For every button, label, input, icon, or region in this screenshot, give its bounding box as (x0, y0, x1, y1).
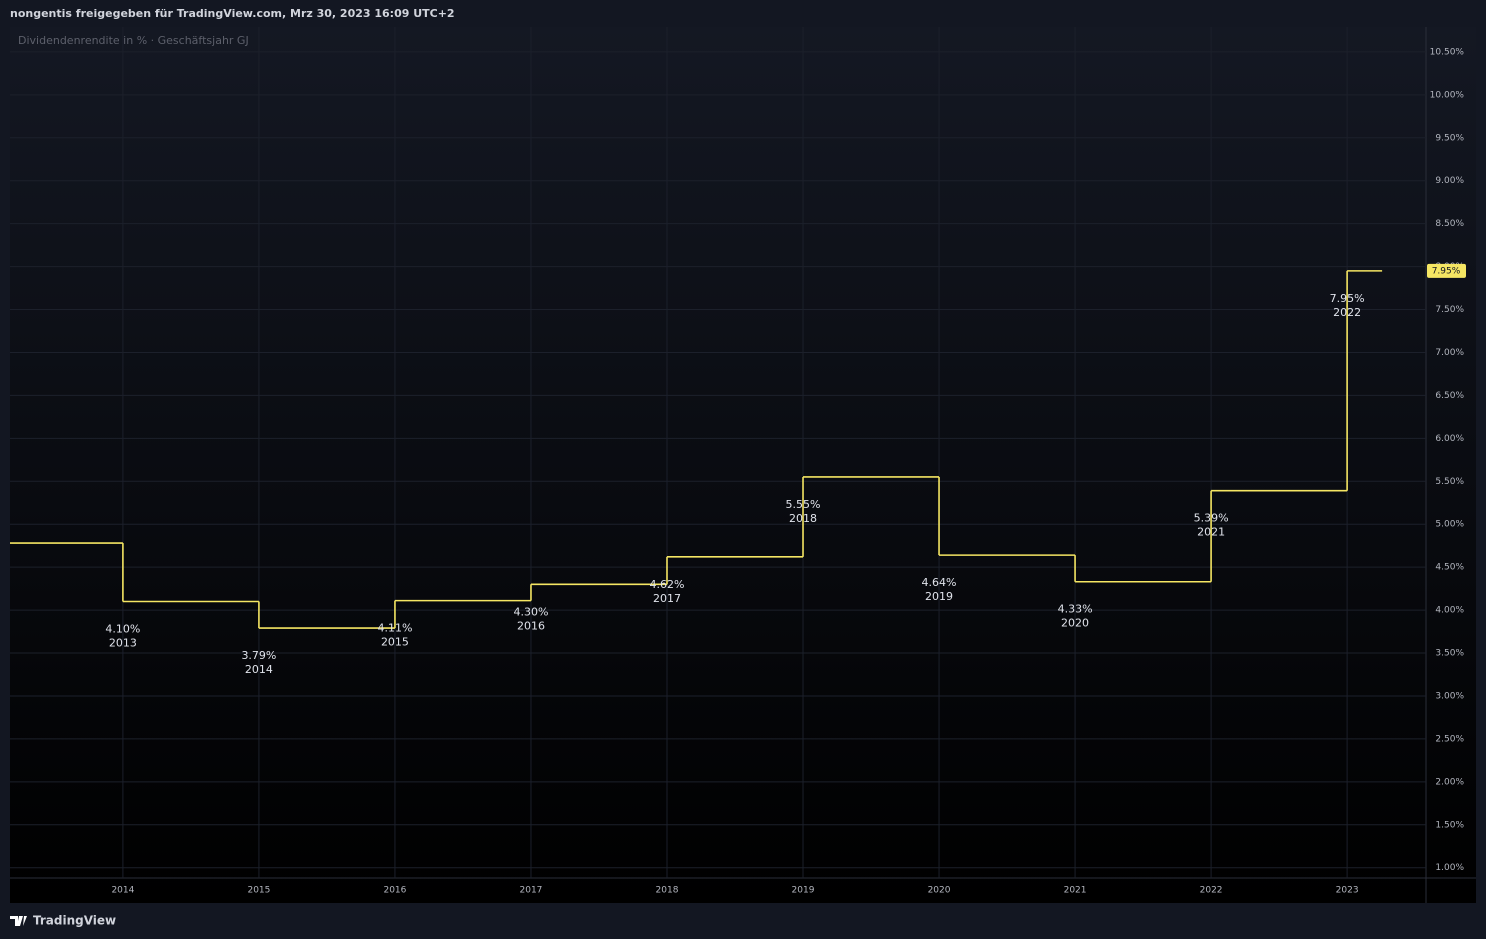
plot (10, 270, 1383, 629)
y-tick-label: 1.00% (1435, 863, 1464, 873)
y-tick-label: 2.50% (1435, 734, 1464, 744)
data-label-year: 2015 (381, 636, 409, 649)
grid (10, 27, 1426, 878)
x-tick-label: 2022 (1200, 886, 1223, 896)
y-tick-label: 4.00% (1435, 606, 1464, 616)
chart-panel (10, 27, 1476, 903)
y-tick-label: 8.50% (1435, 219, 1464, 229)
data-label: 4.33% (1058, 603, 1093, 616)
x-tick-label: 2014 (111, 886, 134, 896)
y-tick-label: 3.50% (1435, 649, 1464, 659)
y-tick-label: 6.00% (1435, 434, 1464, 444)
chart-title: Dividendenrendite in % · Geschäftsjahr G… (18, 34, 249, 47)
x-tick-label: 2017 (520, 886, 543, 896)
x-tick-label: 2023 (1336, 886, 1359, 896)
x-tick-label: 2019 (792, 886, 815, 896)
logo-icon (10, 916, 27, 926)
y-tick-label: 6.50% (1435, 391, 1464, 401)
labels: 1.00% 1.50% 2.00% 2.50% 3.00% 3.50% 4.00% 4.50%… (105, 47, 1466, 896)
y-tick-label: 2.00% (1435, 777, 1464, 787)
data-label: 4.11% (377, 622, 412, 635)
data-label: 4.64% (922, 576, 957, 589)
data-label-year: 2019 (925, 590, 953, 603)
data-label-year: 2022 (1333, 306, 1361, 319)
y-tick-label: 9.00% (1435, 176, 1464, 186)
data-label-year: 2013 (109, 636, 137, 649)
data-label: 3.79% (241, 649, 276, 662)
y-tick-label: 10.50% (1430, 47, 1465, 57)
y-tick-label: 4.50% (1435, 563, 1464, 573)
y-tick-label: 3.00% (1435, 691, 1464, 701)
data-label-year: 2018 (789, 512, 817, 525)
price-tag (1427, 263, 1466, 278)
header-text: nongentis freigegeben für TradingView.co… (10, 7, 455, 20)
x-tick-label: 2021 (1064, 886, 1087, 896)
x-tick-label: 2015 (247, 886, 270, 896)
y-tick-label: 9.50% (1435, 133, 1464, 143)
data-label-year: 2017 (653, 592, 681, 605)
data-label: 5.55% (786, 498, 821, 511)
data-label: 7.95% (1330, 292, 1365, 305)
data-label-year: 2021 (1197, 526, 1225, 539)
y-tick-label: 7.50% (1435, 305, 1464, 315)
y-tick-label: 1.50% (1435, 820, 1464, 830)
y-tick-label: 7.00% (1435, 348, 1464, 358)
data-label: 5.39% (1194, 512, 1229, 525)
data-label: 4.10% (105, 622, 140, 635)
y-tick-label: 5.00% (1435, 520, 1464, 530)
y-tick-label: 5.50% (1435, 477, 1464, 487)
data-label: 4.62% (650, 578, 685, 591)
y-tick-label: 10.00% (1430, 90, 1465, 100)
x-tick-label: 2018 (656, 886, 679, 896)
data-label-year: 2014 (245, 663, 273, 676)
footer-brand: TradingView (33, 914, 116, 928)
price-tag-label: 7.95% (1432, 266, 1461, 276)
data-label-year: 2016 (517, 619, 545, 632)
data-label: 4.30% (513, 605, 548, 618)
x-tick-label: 2016 (383, 886, 406, 896)
data-label-year: 2020 (1061, 617, 1089, 630)
x-tick-label: 2020 (928, 886, 951, 896)
